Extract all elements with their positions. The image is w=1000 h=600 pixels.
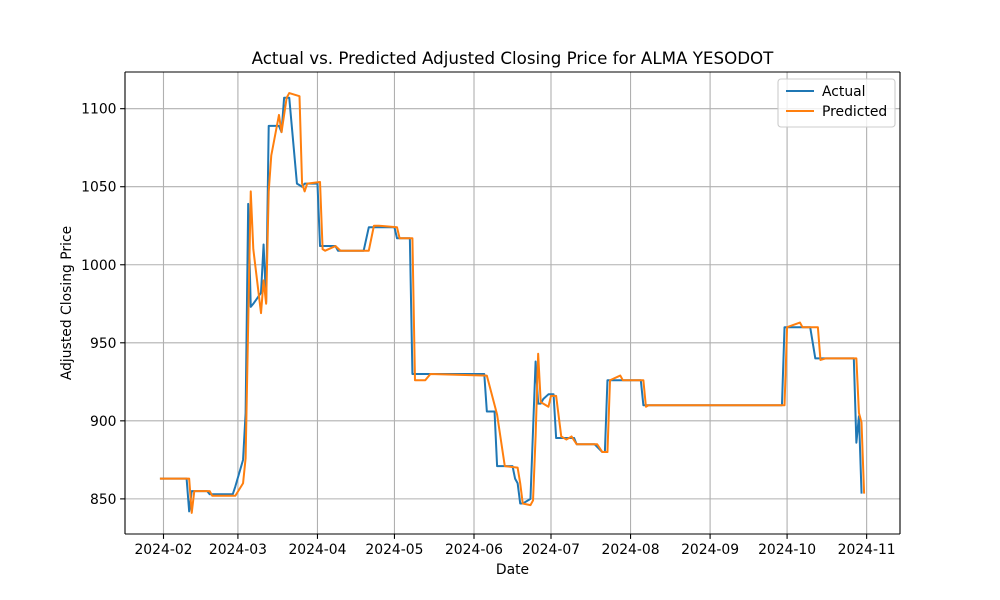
x-axis-ticks: 2024-02 2024-03 2024-04 2024-05 2024-06 2024-… xyxy=(134,534,896,558)
x-tick-label: 2024-06 xyxy=(445,542,503,558)
legend-entry-actual: Actual xyxy=(786,84,866,100)
y-tick-label: 950 xyxy=(90,336,117,352)
x-tick-label: 2024-05 xyxy=(365,542,423,558)
y-tick-label: 1000 xyxy=(81,258,116,274)
x-axis-label: Date xyxy=(496,562,529,578)
legend-entry-predicted: Predicted xyxy=(786,104,887,120)
x-tick-label: 2024-04 xyxy=(288,542,346,558)
legend-label-predicted: Predicted xyxy=(822,104,887,120)
x-tick-label: 2024-08 xyxy=(602,542,660,558)
x-tick-label: 2024-02 xyxy=(134,542,192,558)
legend: Actual Predicted xyxy=(777,78,896,128)
series-layer xyxy=(159,92,866,514)
y-axis-ticks: 850 900 950 1000 1050 1100 xyxy=(81,102,125,508)
x-tick-label: 2024-07 xyxy=(522,542,580,558)
series-line-predicted xyxy=(159,92,866,514)
axes-spines xyxy=(124,71,901,535)
y-tick-label: 1050 xyxy=(81,180,116,196)
y-tick-label: 1100 xyxy=(81,102,116,118)
y-tick-label: 850 xyxy=(90,492,117,508)
x-tick-label: 2024-03 xyxy=(209,542,267,558)
x-tick-label: 2024-10 xyxy=(758,542,816,558)
y-axis-label: Adjusted Closing Price xyxy=(59,226,75,380)
grid xyxy=(125,72,900,534)
x-tick-label: 2024-09 xyxy=(681,542,739,558)
chart-title: Actual vs. Predicted Adjusted Closing Pr… xyxy=(252,48,775,68)
y-tick-label: 900 xyxy=(90,414,117,430)
legend-label-actual: Actual xyxy=(822,84,866,100)
x-tick-label: 2024-11 xyxy=(838,542,896,558)
